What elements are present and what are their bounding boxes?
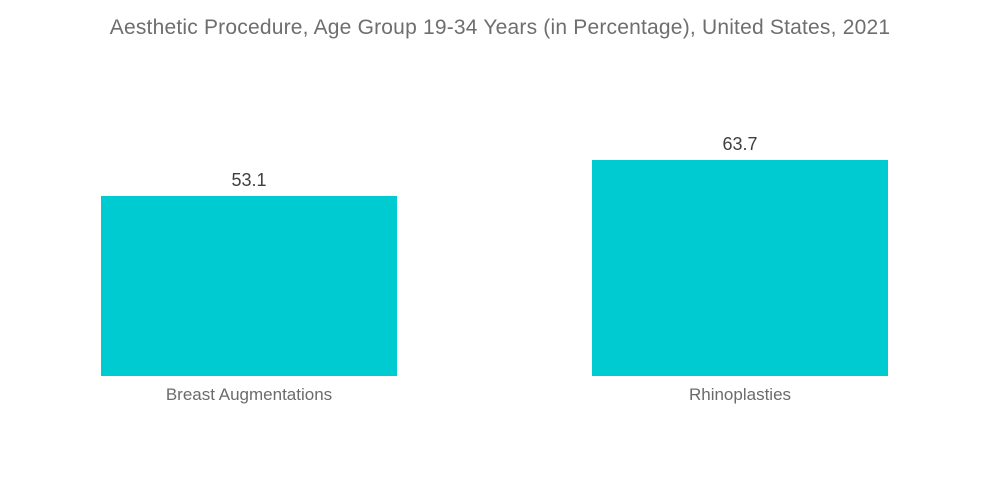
bar-value-label: 63.7 bbox=[722, 134, 758, 154]
bar-rhinoplasties bbox=[592, 160, 888, 376]
bar-breast-augmentations bbox=[101, 196, 397, 376]
bar-group-rhinoplasties: 63.7 Rhinoplasties bbox=[592, 134, 888, 403]
bar-value-label: 53.1 bbox=[231, 170, 267, 190]
bar-category-label: Breast Augmentations bbox=[165, 385, 333, 404]
chart-title: Aesthetic Procedure, Age Group 19-34 Yea… bbox=[109, 16, 891, 39]
bar-group-breast-augmentations: 53.1 Breast Augmentations bbox=[101, 170, 397, 403]
bar-category-label: Rhinoplasties bbox=[688, 385, 792, 404]
